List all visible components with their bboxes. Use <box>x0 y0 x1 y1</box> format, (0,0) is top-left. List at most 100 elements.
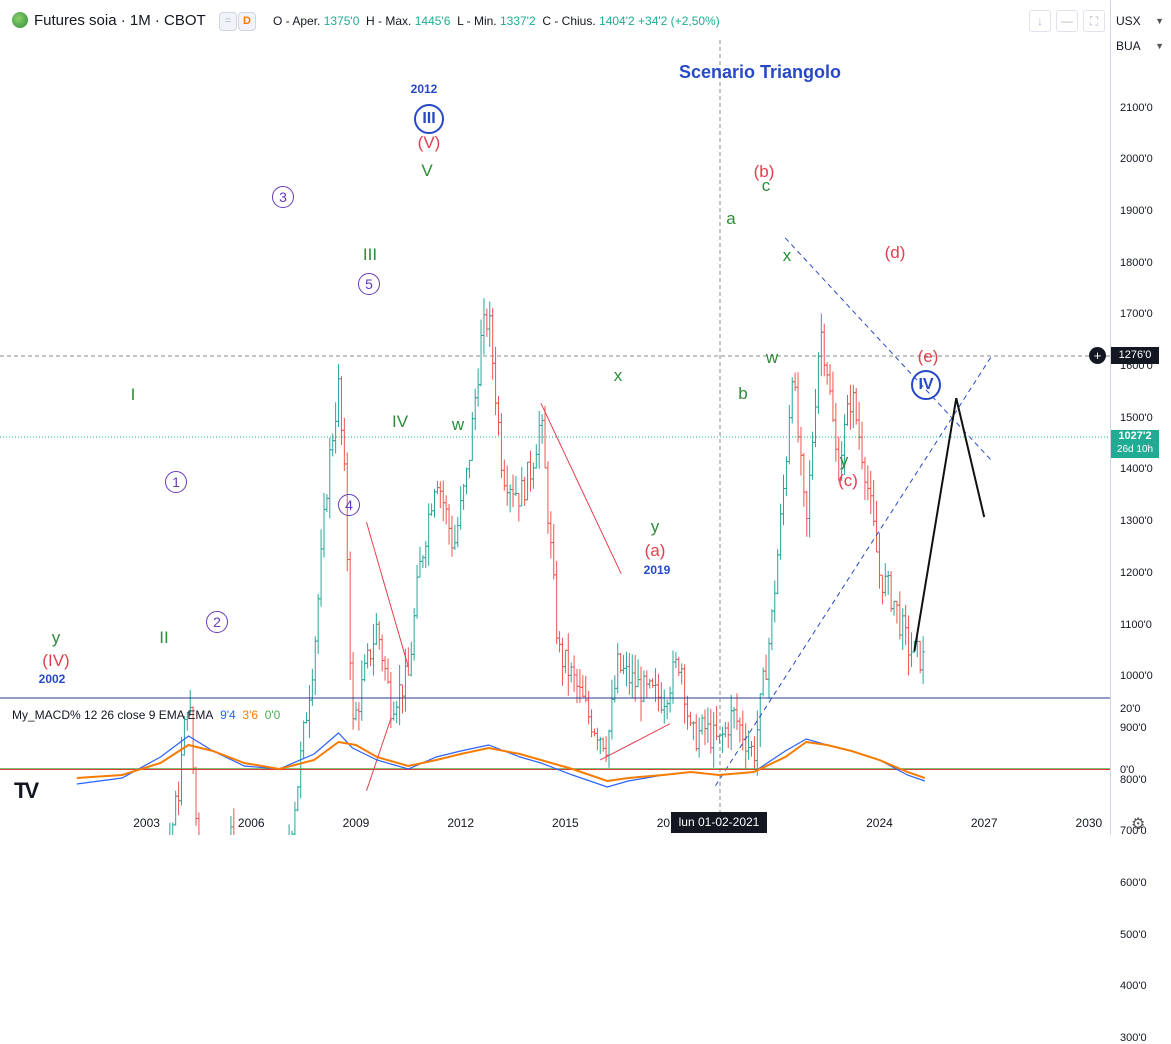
projection-leg-d <box>913 397 958 652</box>
x-tick-label: 2003 <box>133 816 160 830</box>
wave-label: a <box>726 209 736 228</box>
wave-circle-label: 3 <box>272 186 294 208</box>
tradingview-logo-icon[interactable]: TV <box>14 778 39 803</box>
wave-circle-label: IV <box>911 370 941 400</box>
chart-header: Futures soia · 1M · CBOT = D O - Aper. 1… <box>0 0 1110 40</box>
signal-line <box>76 740 926 783</box>
collapse-icon[interactable]: — <box>1056 10 1078 32</box>
arrow-down-icon[interactable]: ↓ <box>1029 10 1051 32</box>
channel-line <box>540 403 622 575</box>
channel-line <box>365 718 392 792</box>
channel-line <box>365 522 409 668</box>
x-tick-label: 2012 <box>447 816 475 830</box>
bar-countdown: 26d 10h <box>1116 444 1154 455</box>
wave-label: III <box>362 245 378 264</box>
unit-select[interactable]: BUA ▼ <box>1116 39 1164 53</box>
scenario-title: Scenario Triangolo <box>679 62 842 82</box>
high-value: 1445'6 <box>414 14 451 28</box>
y-tick-label: 2000'0 <box>1120 153 1153 166</box>
symbol-title[interactable]: Futures soia · 1M · CBOT <box>34 12 206 29</box>
macd-line <box>76 732 925 788</box>
y-tick-label: 2100'0 <box>1120 101 1153 114</box>
y-tick-label: 600'0 <box>1120 876 1147 889</box>
wave-label: y <box>650 517 660 536</box>
low-value: 1337'2 <box>499 14 536 28</box>
compare-badge[interactable]: = <box>219 12 237 31</box>
wave-label: (c) <box>838 471 858 490</box>
wave-circle-label: 2 <box>206 611 228 633</box>
y-tick-label: 500'0 <box>1120 928 1147 941</box>
close-value: 1404'2 <box>599 14 635 28</box>
zero-value: 0'0 <box>264 708 281 722</box>
triangle-upper-trendline <box>784 237 992 461</box>
x-tick-label: 2006 <box>237 816 265 830</box>
x-tick-label: 2030 <box>1075 816 1103 830</box>
macd-name: My_MACD% 12 26 close 9 EMA EMA <box>12 708 214 722</box>
wave-label: (IV) <box>42 651 70 670</box>
last-price-tag: 1027'2 26d 10h <box>1111 430 1159 458</box>
wave-label: IV <box>391 412 409 431</box>
year-label: 2012 <box>410 82 438 96</box>
wave-label: (b) <box>753 162 775 181</box>
wave-label: x <box>613 366 623 385</box>
y-tick-label: 1400'0 <box>1120 463 1153 476</box>
fullscreen-icon[interactable]: ⛶ <box>1083 10 1105 32</box>
year-label: 2002 <box>38 672 66 686</box>
gear-icon[interactable]: ⚙ <box>1131 816 1146 833</box>
price-bars <box>169 298 926 835</box>
wave-label: w <box>765 348 779 367</box>
delay-badge[interactable]: D <box>238 12 256 31</box>
currency-select[interactable]: USX ▼ <box>1116 14 1164 28</box>
y-tick-label: 1000'0 <box>1120 670 1153 683</box>
soybean-icon <box>12 12 28 28</box>
macd-value: 9'4 <box>220 708 236 722</box>
y-tick-label: 700'0 <box>1120 825 1147 838</box>
low-label: L - Min. <box>457 14 497 28</box>
triangle-lower-trendline <box>715 356 992 786</box>
wave-analysis-drawings <box>365 237 992 792</box>
wave-label: w <box>451 415 465 434</box>
y-tick-label: 900'0 <box>1120 721 1147 734</box>
change-value: +34'2 (+2,50%) <box>638 14 720 28</box>
y-tick-label: 800'0 <box>1120 773 1147 786</box>
wave-circle-label: III <box>414 104 444 134</box>
crosshair-price-tag: 1276'0 <box>1111 347 1159 364</box>
macd-tick-20: 20'0 <box>1120 703 1141 715</box>
close-label: C - Chius. <box>542 14 596 28</box>
wave-label: I <box>130 385 136 404</box>
x-tick-label: 2009 <box>342 816 370 830</box>
high-label: H - Max. <box>366 14 412 28</box>
wave-label: II <box>159 628 169 647</box>
y-tick-label: 400'0 <box>1120 980 1147 993</box>
open-label: O - Aper. <box>273 14 321 28</box>
crosshair-date-tag: lun 01-02-2021 <box>671 812 767 833</box>
macd-legend[interactable]: My_MACD% 12 26 close 9 EMA EMA 9'4 3'6 0… <box>12 708 280 722</box>
wave-label: (e) <box>917 347 939 366</box>
y-tick-label: 300'0 <box>1120 1031 1147 1044</box>
y-tick-label: 1900'0 <box>1120 205 1153 218</box>
add-alert-button[interactable]: + <box>1089 347 1106 364</box>
wave-label: b <box>738 384 748 403</box>
ohlc-readout: O - Aper. 1375'0 H - Max. 1445'6 L - Min… <box>273 14 720 28</box>
y-tick-label: 1800'0 <box>1120 256 1153 269</box>
wave-circle-label: 1 <box>165 471 187 493</box>
x-tick-label: 2024 <box>866 816 893 830</box>
price-axis[interactable] <box>1110 0 1171 835</box>
wave-label: V <box>421 161 433 180</box>
wave-label: x <box>782 246 792 265</box>
year-label: 2019 <box>643 563 671 577</box>
wave-circle-label: 5 <box>358 273 380 295</box>
wave-label: (a) <box>644 541 666 560</box>
channel-line <box>600 723 671 761</box>
projection-leg-e <box>955 397 986 518</box>
y-tick-label: 1700'0 <box>1120 308 1153 321</box>
y-tick-label: 1500'0 <box>1120 411 1153 424</box>
y-tick-label: 1300'0 <box>1120 515 1153 528</box>
signal-value: 3'6 <box>242 708 259 722</box>
macd-tick-0: 0'0 <box>1120 764 1135 776</box>
y-tick-label: 1200'0 <box>1120 566 1153 579</box>
price-chart[interactable] <box>0 0 1110 835</box>
wave-label: (d) <box>884 243 906 262</box>
wave-label: y <box>51 628 61 647</box>
wave-label: c <box>761 176 771 195</box>
